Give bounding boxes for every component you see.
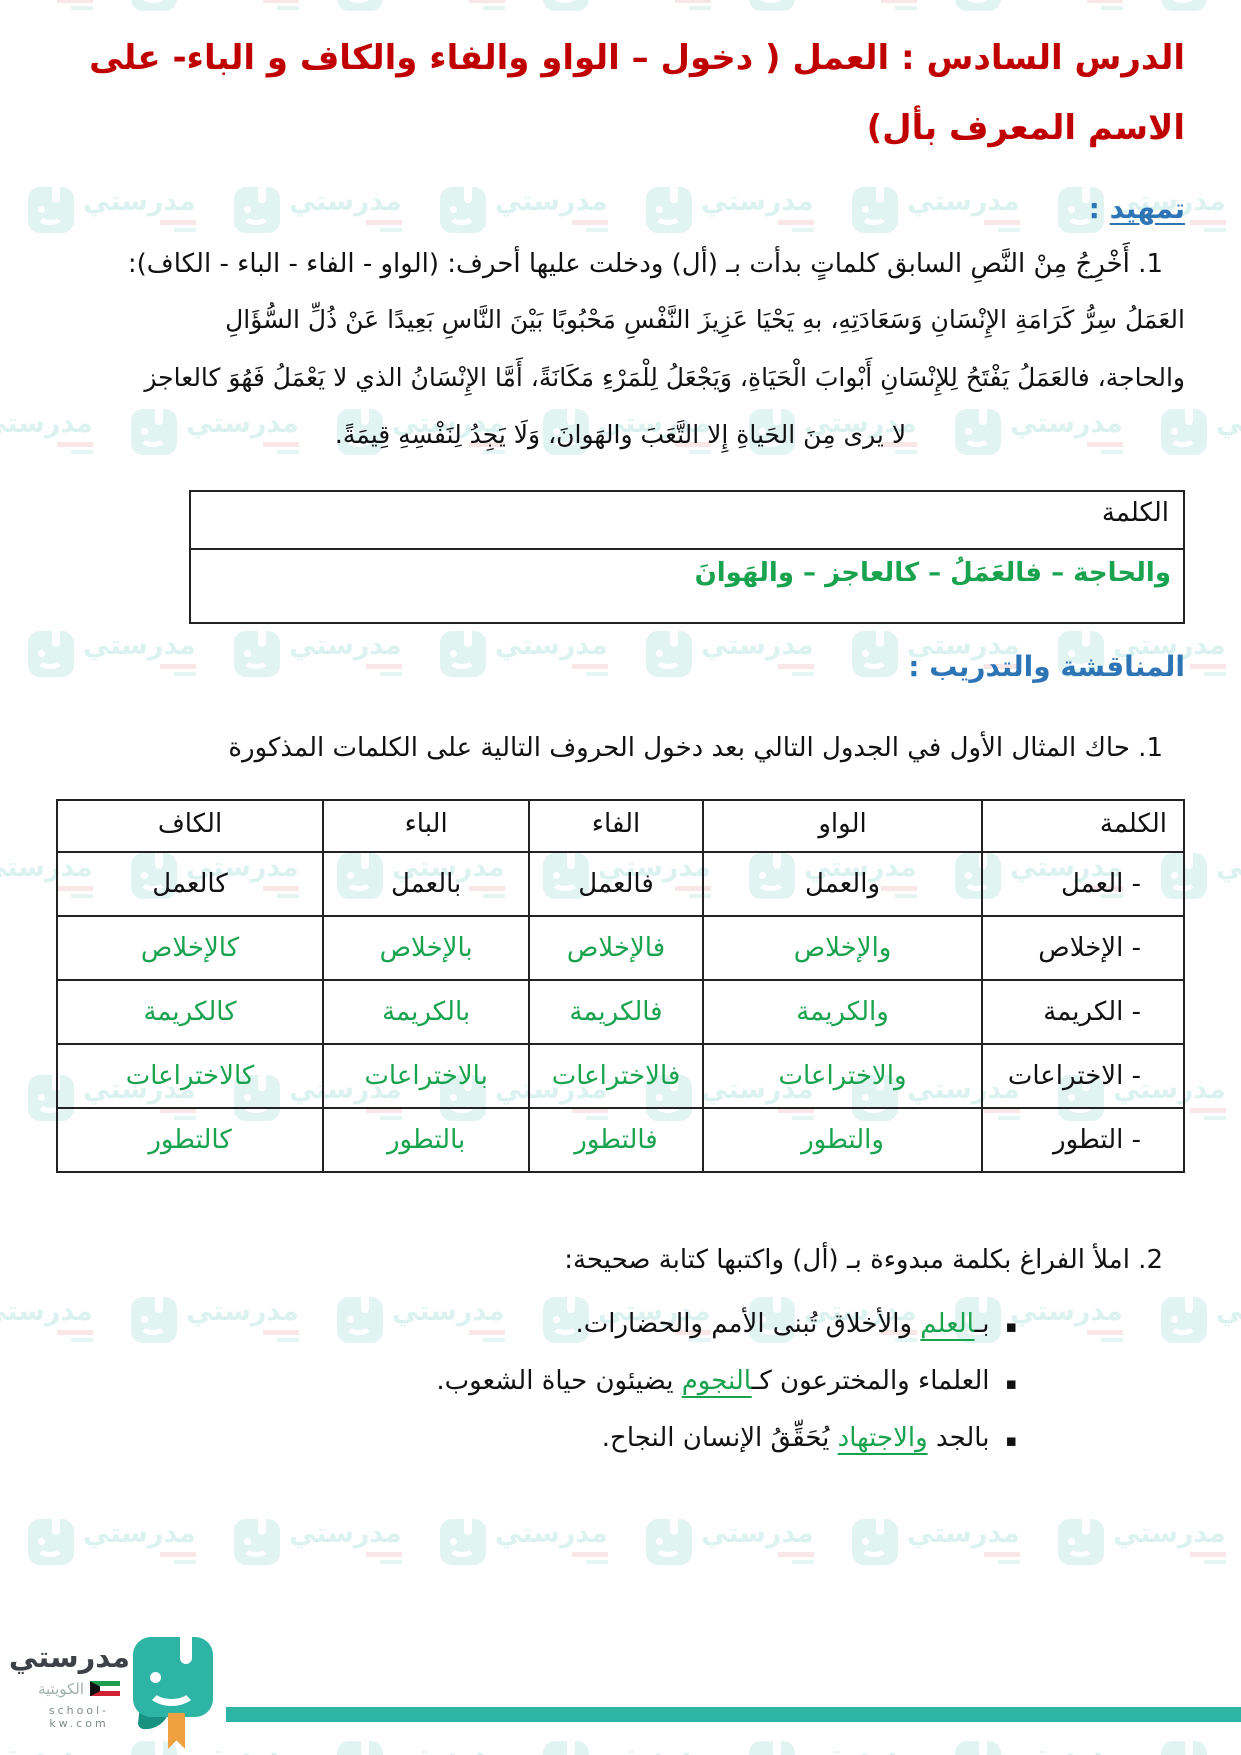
item-post: يضيئون حياة الشعوب.	[436, 1365, 682, 1396]
item-post: والأخلاق تُبنى الأمم والحضارات.	[575, 1308, 921, 1339]
table-row: والحاجة – فالعَمَلُ – كالعاجز – والهَوان…	[189, 547, 1185, 624]
table-row: - الكريمة والكريمة فالكريمة بالكريمة كال…	[55, 978, 1185, 1045]
waw-cell: والعمل	[701, 850, 984, 917]
waw-cell: والإخلاص	[701, 914, 984, 981]
ba-cell: بالإخلاص	[322, 914, 531, 981]
word-cell: - الكريمة	[981, 978, 1185, 1045]
ba-cell: بالتطور	[322, 1106, 531, 1173]
ba-cell: بالاختراعات	[322, 1042, 531, 1109]
orange-bookmark-icon	[168, 1713, 185, 1749]
kaf-cell: كالإخلاص	[55, 914, 325, 981]
kaf-cell: كالتطور	[55, 1106, 325, 1173]
list-item: ▪ بالجد والاجتهاد يُحَقِّقُ الإنسان النج…	[56, 1423, 1017, 1454]
fa-cell: فالإخلاص	[528, 914, 704, 981]
word-cell: - الإخلاص	[981, 914, 1185, 981]
column-header-fa: الفاء	[528, 798, 704, 853]
item-pre: العلماء والمخترعون كـ	[751, 1365, 990, 1396]
logo-bookmark-slot	[180, 1636, 193, 1664]
square-bullet-icon: ▪	[1005, 1430, 1017, 1451]
item-text: العلماء والمخترعون كـالنجوم يضيئون حياة …	[436, 1366, 989, 1396]
waw-cell: والكريمة	[701, 978, 984, 1045]
tamheed-label: تمهيد	[1109, 192, 1185, 225]
list-item: ▪ العلماء والمخترعون كـالنجوم يضيئون حيا…	[56, 1366, 1017, 1397]
item-pre: بالجد	[927, 1422, 990, 1453]
table-row: - الاختراعات والاختراعات فالاختراعات بال…	[55, 1042, 1185, 1109]
footer-divider-bar	[226, 1707, 1241, 1722]
answer-box-answer: والحاجة – فالعَمَلُ – كالعاجز – والهَوان…	[189, 547, 1185, 624]
item-text: بالجد والاجتهاد يُحَقِّقُ الإنسان النجاح…	[602, 1423, 990, 1453]
answer-box-table: الكلمة والحاجة – فالعَمَلُ – كالعاجز – و…	[189, 489, 1185, 624]
logo-tail-shape	[137, 1698, 171, 1732]
table-row: الكلمة	[189, 489, 1185, 550]
logo-eye-dot	[149, 1672, 161, 1684]
brand-website: school-kw.com	[48, 1703, 110, 1730]
table-header-row: الكلمة الواو الفاء الباء الكاف	[55, 798, 1185, 853]
brand-block: مدرستي الكويتية school-kw.com	[8, 1640, 130, 1730]
word-cell: - العمل	[981, 850, 1185, 917]
passage-line-3: لا يرى مِنَ الحَياةِ إِلا التَّعَبَ واله…	[334, 420, 907, 449]
madrasati-logo-icon	[133, 1636, 213, 1717]
section-heading-discussion: المناقشة والتدريب :	[908, 649, 1185, 683]
prefix-practice-table: الكلمة الواو الفاء الباء الكاف - العمل و…	[55, 798, 1185, 1173]
answer-box-header: الكلمة	[189, 489, 1185, 550]
column-header-kaf: الكاف	[55, 798, 325, 853]
square-bullet-icon: ▪	[1005, 1373, 1017, 1394]
list-item: ▪ بـالعلم والأخلاق تُبنى الأمم والحضارات…	[56, 1309, 1017, 1340]
exercise-2-title: 2. املأ الفراغ بكلمة مبدوءة بـ (أل) واكت…	[564, 1244, 1163, 1275]
fill-blank-list: ▪ بـالعلم والأخلاق تُبنى الأمم والحضارات…	[56, 1309, 1185, 1454]
table-row: - الإخلاص والإخلاص فالإخلاص بالإخلاص كال…	[55, 914, 1185, 981]
kuwait-flag-icon	[90, 1681, 121, 1697]
kaf-cell: كالاختراعات	[55, 1042, 325, 1109]
fa-cell: فالاختراعات	[528, 1042, 704, 1109]
filled-answer: والاجتهاد	[837, 1422, 928, 1453]
kaf-cell: كالعمل	[55, 850, 325, 917]
waw-cell: والتطور	[701, 1106, 984, 1173]
passage-line-1: العَمَلُ سِرُّ كَرَامَةِ الإِنْسَانِ وَس…	[225, 305, 1185, 334]
word-cell: - التطور	[981, 1106, 1185, 1173]
table-row: - التطور والتطور فالتطور بالتطور كالتطور	[55, 1106, 1185, 1173]
logo-smile-arc	[145, 1672, 197, 1706]
item-post: يُحَقِّقُ الإنسان النجاح.	[601, 1422, 838, 1453]
fa-cell: فالعمل	[528, 850, 704, 917]
filled-answer: النجوم	[681, 1365, 752, 1396]
ba-cell: بالكريمة	[322, 978, 531, 1045]
discussion-question-1: 1. حاك المثال الأول في الجدول التالي بعد…	[228, 732, 1163, 763]
fa-cell: فالكريمة	[528, 978, 704, 1045]
worksheet-content: الدرس السادس : العمل ( دخول – الواو والف…	[0, 38, 1241, 1454]
kaf-cell: كالكريمة	[55, 978, 325, 1045]
column-header-waw: الواو	[701, 798, 984, 853]
table-row: - العمل والعمل فالعمل بالعمل كالعمل	[55, 850, 1185, 917]
brand-subline: الكويتية	[28, 1680, 130, 1698]
waw-cell: والاختراعات	[701, 1042, 984, 1109]
column-header-ba: الباء	[322, 798, 531, 853]
reading-passage: العَمَلُ سِرُّ كَرَامَةِ الإِنْسَانِ وَس…	[56, 291, 1185, 464]
tamheed-question-1: 1. أَخْرِجُ مِنْ النَّصِ السابق كلماتٍ ب…	[127, 249, 1163, 279]
brand-country: الكويتية	[37, 1679, 85, 1698]
passage-line-2: والحاجة، فالعَمَلُ يَفْتَحُ لِلإِنْسَانِ…	[144, 362, 1185, 392]
filled-answer: العلم	[920, 1308, 975, 1339]
brand-name: مدرستي	[8, 1640, 130, 1674]
lesson-title-line1: الدرس السادس : العمل ( دخول – الواو والف…	[89, 38, 1185, 78]
item-pre: بـ	[974, 1308, 990, 1339]
word-cell: - الاختراعات	[981, 1042, 1185, 1109]
section-heading-tamheed: تمهيد :	[56, 192, 1185, 225]
square-bullet-icon: ▪	[1005, 1316, 1017, 1337]
column-header-word: الكلمة	[981, 798, 1185, 853]
tamheed-colon: :	[1088, 192, 1110, 225]
ba-cell: بالعمل	[322, 850, 531, 917]
item-text: بـالعلم والأخلاق تُبنى الأمم والحضارات.	[576, 1309, 990, 1339]
fa-cell: فالتطور	[528, 1106, 704, 1173]
lesson-title-line2: الاسم المعرف بأل)	[866, 108, 1185, 148]
